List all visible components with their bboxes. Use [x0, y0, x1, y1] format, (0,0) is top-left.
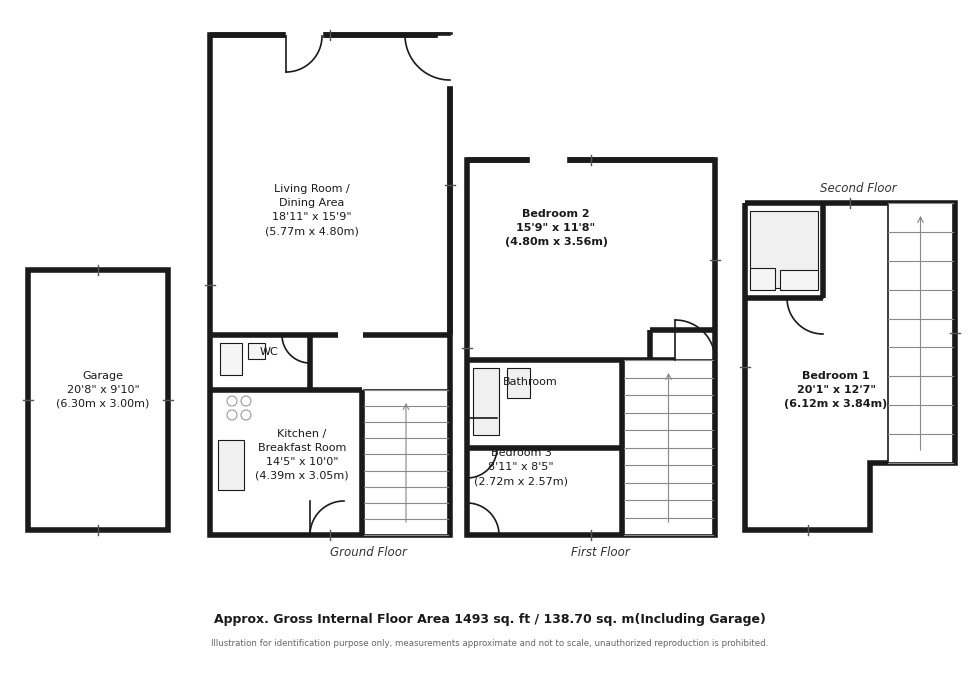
Bar [28, 270, 168, 530]
Bar [248, 343, 265, 359]
Bar [220, 343, 242, 375]
Polygon shape [286, 31, 322, 47]
Bar [780, 270, 818, 290]
Bar [750, 211, 818, 288]
Text: Bedroom 2
15'9" x 11'8"
(4.80m x 3.56m): Bedroom 2 15'9" x 11'8" (4.80m x 3.56m) [505, 209, 608, 247]
Text: Kitchen /
Breakfast Room
14'5" x 10'0"
(4.39m x 3.05m): Kitchen / Breakfast Room 14'5" x 10'0" (… [255, 429, 349, 481]
Text: Garage
20'8" x 9'10"
(6.30m x 3.00m): Garage 20'8" x 9'10" (6.30m x 3.00m) [56, 371, 150, 409]
Text: Illustration for identification purpose only, measurements approximate and not t: Illustration for identification purpose … [212, 639, 768, 648]
Text: Living Room /
Dining Area
18'11" x 15'9"
(5.77m x 4.80m): Living Room / Dining Area 18'11" x 15'9"… [265, 184, 359, 236]
Polygon shape [438, 35, 454, 85]
Polygon shape [745, 203, 955, 530]
Text: Bedroom 3
8'11" x 8'5"
(2.72m x 2.57m): Bedroom 3 8'11" x 8'5" (2.72m x 2.57m) [474, 448, 568, 486]
Polygon shape [530, 156, 566, 172]
Bar [473, 368, 499, 435]
Bar [624, 360, 713, 535]
Text: Approx. Gross Internal Floor Area 1493 sq. ft / 138.70 sq. m(Including Garage): Approx. Gross Internal Floor Area 1493 s… [214, 614, 766, 626]
Bar [364, 390, 448, 535]
Text: Bedroom 1
20'1" x 12'7"
(6.12m x 3.84m): Bedroom 1 20'1" x 12'7" (6.12m x 3.84m) [784, 371, 888, 409]
Bar [507, 368, 530, 398]
Bar [888, 203, 953, 463]
Text: WC: WC [260, 347, 278, 357]
Text: Ground Floor: Ground Floor [329, 545, 407, 558]
Text: Bathroom: Bathroom [503, 377, 558, 387]
Bar [467, 160, 715, 535]
Bar [210, 35, 450, 535]
Text: First Floor: First Floor [570, 545, 629, 558]
Bar [750, 268, 775, 290]
Text: Second Floor: Second Floor [819, 181, 897, 194]
Bar [218, 440, 244, 490]
